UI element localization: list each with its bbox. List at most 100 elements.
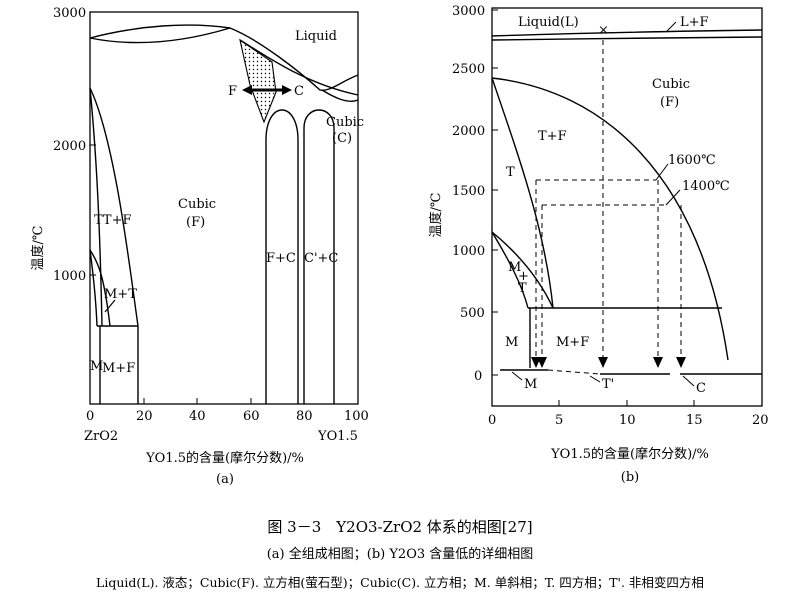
- panel-a-x-tick-0: 0: [86, 409, 94, 424]
- panel-b-cross-mark: ×: [598, 23, 609, 38]
- panel-b-y-tick-1000: 1000: [452, 244, 485, 259]
- panel-b-t-f-inner: [491, 77, 554, 309]
- panel-b-region-m-plus-t-m: M: [508, 260, 521, 275]
- panel-a-label-f: F: [228, 84, 237, 99]
- panel-a-y-tick-1000: 1000: [53, 269, 86, 284]
- panel-a-right-end-label: YO1.5: [317, 429, 358, 444]
- panel-a-region-cubic-f: Cubic: [178, 197, 216, 212]
- panel-a-right-lens: [321, 89, 359, 102]
- panel-b-t-prime-leader: [589, 375, 601, 383]
- panel-a-x-ticks: [143, 398, 305, 404]
- panel-b-plot-frame: [491, 7, 763, 407]
- panel-b-y-tick-2500: 2500: [452, 62, 485, 77]
- panel-a-t-f-outer: [89, 87, 139, 327]
- panel-a-region-liquid: Liquid: [295, 29, 337, 44]
- panel-b-y-tick-0: 0: [474, 369, 482, 384]
- panel-a-x-tick-20: 20: [136, 409, 153, 424]
- panel-b-label-t-prime: T': [602, 377, 614, 392]
- panel-b-iso-1600-label: 1600℃: [668, 153, 716, 168]
- panel-b-x-tick-20: 20: [752, 413, 769, 428]
- panel-b-region-t: T: [506, 165, 515, 180]
- panel-b-drop-12-head: [653, 357, 663, 368]
- panel-a-region-m: M: [90, 359, 103, 374]
- panel-b-y-tick-1500: 1500: [452, 184, 485, 199]
- panel-b-solidus: [491, 36, 763, 41]
- panel-a-m-t-arrow: [104, 299, 116, 313]
- panel-b-drop-8-head: [598, 357, 608, 368]
- panel-a-label-c: C: [294, 84, 304, 99]
- panel-a-c-plus-c-dome: [303, 109, 335, 404]
- panel-a-region-t-plus-f: TT+F: [94, 213, 132, 228]
- panel-a-x-tick-100: 100: [344, 409, 369, 424]
- panel-b-region-m-plus-t-t: T: [518, 281, 527, 296]
- panel-b-region-t-plus-f: T+F: [538, 129, 567, 144]
- panel-b-region-m-plus-t-plus: +: [518, 269, 529, 284]
- panel-a-region-f-plus-c: F+C: [266, 251, 296, 266]
- panel-b-y-tick-3000: 3000: [452, 4, 485, 19]
- panel-b-x-axis-label: YO1.5的含量(摩尔分数)/%: [550, 446, 709, 462]
- panel-a-t-f-inner: [89, 87, 103, 327]
- panel-a-region-cubic-c-sub: (C): [332, 131, 352, 146]
- panel-b-iso-1600-leader: [655, 163, 669, 181]
- panel-b-region-liquid: Liquid(L): [518, 15, 579, 30]
- panel-a-x-tick-40: 40: [189, 409, 206, 424]
- panel-b-iso-1400-leader: [665, 189, 681, 206]
- panel-b-m-t-outer: [491, 231, 554, 309]
- panel-a-m-t-inner: [89, 249, 98, 327]
- panel-b-region-l-plus-f: L+F: [680, 15, 709, 30]
- panel-a-region-cubic-f-sub: (F): [186, 215, 205, 230]
- panel-b-y-tick-500: 500: [460, 306, 485, 321]
- panel-b-region-cubic: Cubic: [652, 77, 690, 92]
- panel-b-c-bottom-leader: [682, 375, 695, 387]
- panel-b-x-ticks: [558, 400, 695, 406]
- panel-b-drop-14-head: [676, 357, 686, 368]
- panel-a-f-plus-c-dome: [265, 109, 299, 404]
- panel-b-x-tick-0: 0: [488, 413, 496, 428]
- panel-b-y-axis-label: 温度/℃: [428, 193, 444, 238]
- panel-b-t-f-outer: [491, 77, 729, 361]
- panel-b-m-bottom-leader: [511, 371, 523, 381]
- figure-caption-subtitle: (a) 全组成相图；(b) Y2O3 含量低的详细相图: [266, 547, 534, 562]
- panel-a-dotted-wedge: [239, 38, 277, 124]
- panel-b-panel-label: (b): [621, 470, 639, 485]
- panel-b: 3000 2500 2000 1500 1000 500 0 0 5 10 15…: [428, 4, 769, 485]
- panel-a-y-tick-3000: 3000: [53, 6, 86, 21]
- panel-a-y-axis-label: 温度/℃: [30, 226, 46, 271]
- panel-a: 3000 2000 1000 0 20 40 60 80 100 温度/℃ Zr…: [30, 6, 369, 487]
- panel-b-t-prime-dash: [547, 369, 601, 375]
- panel-a-region-m-plus-t: M+T: [104, 287, 137, 302]
- panel-b-iso-1400-label: 1400℃: [682, 179, 730, 194]
- panel-b-drop-4b-head: [537, 357, 547, 368]
- panel-a-region-m-plus-f: M+F: [102, 361, 135, 376]
- panel-a-x-tick-80: 80: [296, 409, 313, 424]
- panel-b-m-t-inner: [491, 231, 529, 309]
- panel-b-label-c-bottom: C: [696, 381, 706, 396]
- panel-b-region-m-plus-f: M+F: [556, 335, 589, 350]
- panel-b-x-tick-5: 5: [555, 413, 563, 428]
- panel-a-cubic-c-solidus: [239, 39, 359, 96]
- panel-b-region-cubic-sub: (F): [660, 95, 679, 110]
- panel-a-panel-label: (a): [216, 472, 234, 487]
- panel-b-region-m: M: [505, 335, 518, 350]
- figure-caption-title: 图 3－3 Y2O3-ZrO2 体系的相图[27]: [267, 518, 533, 536]
- panel-a-arrow-left-head: [242, 85, 252, 95]
- panel-b-y-ticks: [492, 9, 498, 376]
- panel-b-y-tick-2000: 2000: [452, 124, 485, 139]
- panel-b-label-m-bottom: M: [524, 377, 537, 392]
- panel-a-plot-frame: [89, 11, 359, 405]
- panel-a-solidus: [89, 27, 231, 44]
- panel-a-arrow-right-head: [282, 85, 292, 95]
- panel-b-l-plus-f-leader: [665, 21, 677, 33]
- panel-a-x-axis-label: YO1.5的含量(摩尔分数)/%: [145, 450, 304, 466]
- panel-a-left-end-label: ZrO2: [84, 429, 118, 444]
- figure-caption-legend: Liquid(L). 液态；Cubic(F). 立方相(萤石型)；Cubic(C…: [96, 575, 704, 590]
- panel-b-x-tick-10: 10: [619, 413, 636, 428]
- panel-a-x-tick-60: 60: [243, 409, 260, 424]
- panel-b-liquidus: [491, 29, 763, 37]
- panel-a-region-cubic-c: Cubic: [326, 115, 364, 130]
- panel-a-m-t-outer: [89, 249, 111, 327]
- panel-a-region-c-plus-c: C'+C: [304, 251, 338, 266]
- panel-b-x-tick-15: 15: [686, 413, 703, 428]
- panel-a-y-ticks: [90, 11, 96, 405]
